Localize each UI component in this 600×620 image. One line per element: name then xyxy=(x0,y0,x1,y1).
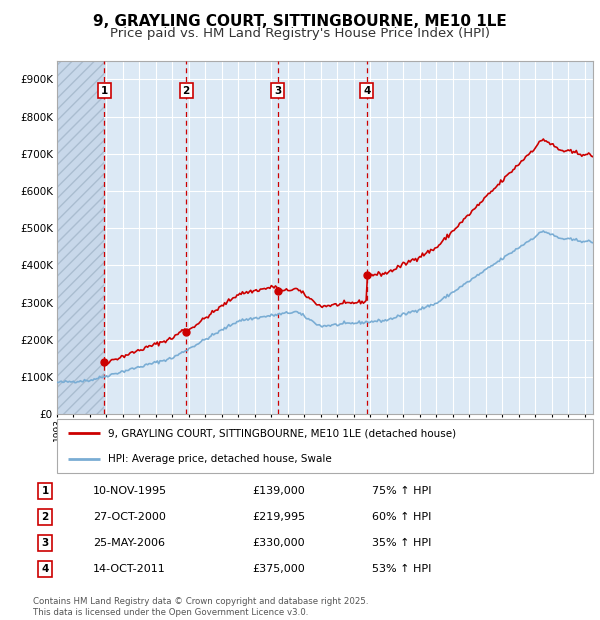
Text: 1: 1 xyxy=(41,486,49,496)
Bar xyxy=(57,61,104,414)
Text: 2: 2 xyxy=(41,512,49,522)
Text: 1: 1 xyxy=(101,86,108,95)
Text: 27-OCT-2000: 27-OCT-2000 xyxy=(93,512,166,522)
Text: 9, GRAYLING COURT, SITTINGBOURNE, ME10 1LE: 9, GRAYLING COURT, SITTINGBOURNE, ME10 1… xyxy=(93,14,507,29)
Text: 14-OCT-2011: 14-OCT-2011 xyxy=(93,564,166,574)
Text: £375,000: £375,000 xyxy=(252,564,305,574)
Text: 35% ↑ HPI: 35% ↑ HPI xyxy=(372,538,431,548)
FancyBboxPatch shape xyxy=(57,418,593,473)
Text: 60% ↑ HPI: 60% ↑ HPI xyxy=(372,512,431,522)
Text: £219,995: £219,995 xyxy=(252,512,305,522)
Text: £139,000: £139,000 xyxy=(252,486,305,496)
Text: 4: 4 xyxy=(363,86,370,95)
Text: 10-NOV-1995: 10-NOV-1995 xyxy=(93,486,167,496)
Text: Contains HM Land Registry data © Crown copyright and database right 2025.
This d: Contains HM Land Registry data © Crown c… xyxy=(33,598,368,617)
Text: 3: 3 xyxy=(41,538,49,548)
Bar xyxy=(57,61,104,414)
Text: 4: 4 xyxy=(41,564,49,574)
Text: Price paid vs. HM Land Registry's House Price Index (HPI): Price paid vs. HM Land Registry's House … xyxy=(110,27,490,40)
Text: 2: 2 xyxy=(182,86,190,95)
Text: £330,000: £330,000 xyxy=(252,538,305,548)
Text: 75% ↑ HPI: 75% ↑ HPI xyxy=(372,486,431,496)
Text: 9, GRAYLING COURT, SITTINGBOURNE, ME10 1LE (detached house): 9, GRAYLING COURT, SITTINGBOURNE, ME10 1… xyxy=(108,428,456,438)
Text: 25-MAY-2006: 25-MAY-2006 xyxy=(93,538,165,548)
Text: 3: 3 xyxy=(274,86,281,95)
Text: 53% ↑ HPI: 53% ↑ HPI xyxy=(372,564,431,574)
Text: HPI: Average price, detached house, Swale: HPI: Average price, detached house, Swal… xyxy=(108,454,332,464)
